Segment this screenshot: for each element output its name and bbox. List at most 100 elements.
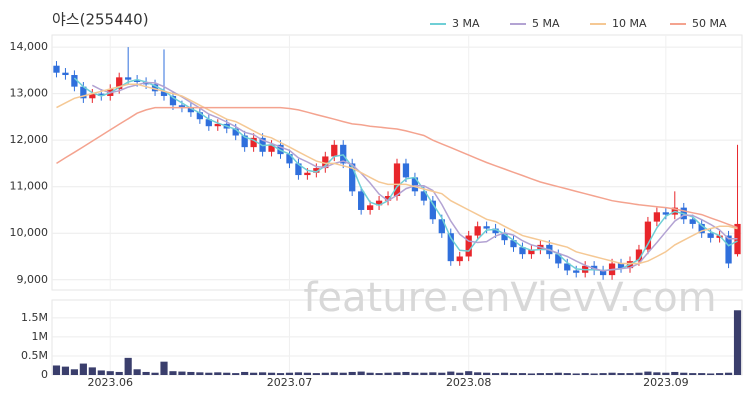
candle-body	[268, 144, 275, 152]
candle-body	[411, 177, 419, 192]
volume-bar	[724, 372, 733, 375]
candle-body	[635, 249, 643, 262]
candle-body	[644, 221, 652, 250]
x-tick-label: 2023.08	[446, 376, 492, 389]
candle-body	[89, 93, 96, 99]
volume-bar	[61, 366, 70, 375]
y-tick-label: 0	[41, 368, 48, 381]
candle-body	[178, 105, 186, 108]
volume-bar	[142, 371, 150, 375]
volume-bar	[447, 371, 455, 375]
volume-bar	[635, 372, 643, 375]
candle-body	[80, 86, 87, 99]
volume-bar	[303, 372, 311, 375]
volume-bar	[321, 372, 329, 375]
volume-bar	[707, 373, 715, 375]
y-tick-label: 14,000	[10, 40, 49, 53]
candle-body	[304, 172, 311, 176]
candle-body	[313, 168, 320, 173]
volume-bar	[456, 372, 464, 375]
candle-body	[734, 223, 741, 255]
volume-bar	[465, 371, 473, 375]
volume-bar	[151, 372, 159, 375]
candle-body	[429, 200, 436, 220]
volume-bar	[106, 371, 114, 375]
volume-bar	[698, 373, 706, 375]
volume-bar	[339, 372, 347, 375]
volume-bar	[223, 372, 231, 375]
volume-bar	[518, 373, 527, 375]
volume-bar	[536, 373, 544, 375]
volume-bar	[474, 372, 482, 375]
candle-body	[241, 135, 248, 148]
y-tick-label: 1.5M	[21, 311, 48, 324]
candle-body	[71, 75, 78, 87]
candle-body	[125, 77, 132, 80]
candle-body	[653, 212, 661, 222]
candle-body	[555, 254, 562, 264]
legend-label: 5 MA	[532, 17, 560, 30]
volume-bar	[124, 357, 132, 375]
volume-bar	[572, 373, 580, 375]
y-tick-label: 13,000	[10, 87, 49, 100]
volume-bar	[178, 371, 186, 375]
candle-body	[375, 200, 383, 206]
volume-bar	[232, 373, 240, 375]
volume-bar	[608, 372, 616, 375]
candle-body	[331, 144, 338, 157]
candle-body	[447, 233, 454, 262]
candle-body	[402, 163, 410, 178]
volume-bar	[294, 372, 303, 375]
y-tick-label: 11,000	[10, 180, 49, 193]
volume-bar	[115, 371, 123, 375]
volume-bar	[160, 361, 168, 375]
volume-bar	[491, 373, 500, 375]
candle-body	[286, 154, 293, 164]
candle-body	[501, 233, 508, 241]
volume-bar	[653, 372, 661, 375]
x-tick-label: 2023.09	[643, 376, 689, 389]
volume-bar	[214, 372, 222, 375]
volume-bar	[312, 373, 320, 375]
candle-body	[707, 233, 714, 238]
volume-bar	[70, 369, 78, 375]
candle-body	[519, 247, 526, 255]
volume-bar	[671, 371, 679, 375]
x-tick-label: 2023.06	[87, 376, 133, 389]
volume-bar	[545, 373, 553, 375]
volume-bar	[79, 363, 87, 375]
volume-bar	[250, 372, 258, 375]
volume-bar	[563, 373, 571, 375]
candle-body	[573, 270, 580, 273]
candle-body	[98, 93, 105, 96]
volume-bar	[716, 373, 724, 375]
candle-body	[151, 84, 159, 92]
volume-bar	[267, 372, 276, 375]
volume-bar	[527, 373, 535, 375]
ma-line	[56, 106, 738, 229]
y-tick-label: 12,000	[10, 133, 49, 146]
volume-bar	[196, 372, 204, 375]
candle-body	[133, 79, 141, 82]
candle-body	[205, 119, 212, 127]
volume-bar	[689, 373, 697, 375]
volume-bar	[357, 371, 365, 375]
candle-body	[358, 191, 365, 210]
volume-bar	[366, 372, 374, 375]
candle-body	[53, 65, 60, 73]
candle-body	[564, 263, 571, 271]
volume-bar	[509, 373, 518, 375]
candle-body	[384, 196, 392, 201]
y-tick-label: 9,000	[17, 273, 49, 286]
ma-line	[73, 77, 738, 272]
candle-body	[725, 235, 732, 264]
x-tick-label: 2023.07	[267, 376, 313, 389]
legend-label: 10 MA	[612, 17, 647, 30]
candle-body	[340, 144, 347, 164]
candle-body	[474, 226, 481, 236]
candle-body	[232, 128, 239, 136]
volume-bar	[662, 372, 670, 375]
volume-bar	[384, 372, 392, 375]
watermark: feature.enVievV.com	[303, 275, 716, 321]
